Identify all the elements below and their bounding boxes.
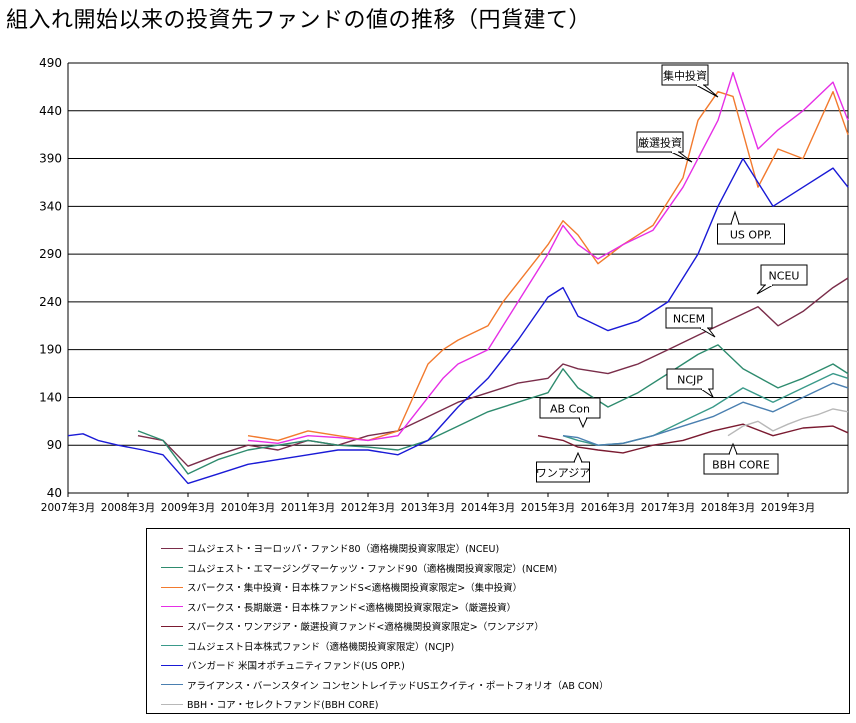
- legend-item: スパークス・ワンアジア・厳選投資ファンド<適格機関投資家限定>（ワンアジア）: [161, 617, 544, 635]
- legend-swatch: [161, 625, 183, 627]
- legend-label: スパークス・長期厳選・日本株ファンド<適格機関投資家限定>（厳選投資）: [187, 602, 517, 614]
- legend-item: スパークス・長期厳選・日本株ファンド<適格機関投資家限定>（厳選投資）: [161, 598, 516, 616]
- legend: コムジェスト・ヨーロッパ・ファンド80（適格機関投資家限定）(NCEU) コムジェ…: [146, 528, 850, 714]
- callout-pointer: [699, 388, 715, 399]
- y-tick-label: 40: [47, 486, 62, 500]
- series-line-nceu: [137, 277, 849, 467]
- legend-label: BBH・コア・セレクトファンド(BBH CORE): [187, 700, 379, 711]
- callout-pointer: [756, 284, 775, 295]
- callout-box: [661, 64, 709, 86]
- x-tick-label: 2008年3月: [101, 501, 155, 514]
- x-tick-label: 2009年3月: [161, 501, 215, 514]
- legend-label: コムジェスト・ヨーロッパ・ファンド80（適格機関投資家限定）(NCEU): [187, 544, 500, 555]
- y-tick-label: 440: [39, 104, 62, 118]
- series-line-bbh: [727, 408, 849, 437]
- callout-text: 厳選投資: [638, 136, 682, 150]
- series-line-shuchu: [247, 90, 849, 442]
- legend-swatch: [161, 703, 183, 705]
- grid-lines: [68, 62, 848, 446]
- x-tick-label: 2014年3月: [461, 501, 515, 514]
- x-tick-label: 2018年3月: [701, 501, 755, 514]
- y-tick-label: 290: [39, 247, 62, 261]
- legend-swatch: [161, 606, 183, 607]
- callout-pointer: [578, 417, 588, 429]
- chart-title: 組入れ開始以来の投資先ファンドの値の推移（円貨建て）: [6, 8, 592, 33]
- x-tick-label: 2013年3月: [401, 501, 455, 514]
- legend-label: バンガード 米国オポチュニティファンド(US OPP.): [187, 661, 405, 672]
- x-tick-label: 2007年3月: [41, 501, 95, 514]
- x-tick-label: 2012年3月: [341, 501, 395, 514]
- callout-pointer: [730, 210, 740, 225]
- callout-box: [536, 461, 590, 483]
- legend-item: バンガード 米国オポチュニティファンド(US OPP.): [161, 656, 405, 674]
- callout-text: NCJP: [677, 374, 703, 387]
- y-tick-label: 340: [39, 199, 62, 213]
- x-tick-label: 2016年3月: [581, 501, 635, 514]
- callout-text: BBH CORE: [712, 459, 770, 472]
- callout-box: [665, 307, 713, 329]
- x-tick-label: 2015年3月: [521, 501, 575, 514]
- callout-1: 厳選投資: [636, 131, 693, 163]
- x-tick-label: 2011年3月: [281, 501, 335, 514]
- callout-5: NCJP: [666, 368, 715, 399]
- x-tick-label: 2019年3月: [761, 501, 815, 514]
- series-line-gensen: [247, 71, 849, 444]
- callout-box: [666, 368, 714, 390]
- callout-6: AB Con: [539, 397, 601, 429]
- callout-8: BBH CORE: [703, 442, 779, 475]
- series-line-abcon: [562, 382, 849, 446]
- callout-box: [760, 264, 808, 286]
- y-tick-label: 190: [39, 343, 62, 357]
- x-tick-label: 2017年3月: [641, 501, 695, 514]
- series-line-oneasia: [537, 423, 849, 454]
- series-lines: [67, 71, 849, 485]
- legend-swatch: [161, 547, 183, 549]
- callout-text: NCEU: [769, 270, 800, 283]
- y-tick-label: 90: [47, 438, 62, 452]
- callout-text: US OPP.: [730, 229, 772, 242]
- x-tick-label: 2010年3月: [221, 501, 275, 514]
- legend-item: コムジェスト日本株式ファンド（適格機関投資家限定）(NCJP): [161, 637, 454, 655]
- legend-swatch: [161, 664, 183, 666]
- y-tick-label: 390: [39, 152, 62, 166]
- legend-swatch: [161, 567, 183, 568]
- legend-item: BBH・コア・セレクトファンド(BBH CORE): [161, 695, 379, 713]
- callout-0: 集中投資: [661, 64, 719, 98]
- legend-item: アライアンス・バーンスタイン コンセントレイテッドUSエクイティ・ポートフォリオ…: [161, 676, 609, 694]
- callout-box: [703, 453, 779, 475]
- legend-label: アライアンス・バーンスタイン コンセントレイテッドUSエクイティ・ポートフォリオ…: [187, 680, 609, 692]
- legend-item: コムジェスト・ヨーロッパ・ファンド80（適格機関投資家限定）(NCEU): [161, 539, 499, 557]
- legend-swatch: [161, 586, 183, 588]
- axes: [67, 63, 849, 497]
- legend-label: コムジェスト・エマージングマーケッツ・ファンド90（適格機関投資家限定）(NCE…: [187, 563, 558, 575]
- legend-swatch: [161, 684, 183, 685]
- callout-text: ワンアジア: [536, 467, 591, 480]
- callout-text: 集中投資: [663, 69, 707, 83]
- series-line-usopp: [67, 157, 849, 485]
- callout-text: NCEM: [673, 313, 705, 326]
- y-tick-label: 240: [39, 295, 62, 309]
- callout-box: [717, 223, 785, 245]
- callout-text: AB Con: [550, 403, 590, 416]
- callout-3: NCEU: [756, 264, 808, 295]
- callout-pointer: [573, 451, 583, 463]
- legend-label: コムジェスト日本株式ファンド（適格機関投資家限定）(NCJP): [187, 641, 455, 653]
- callout-2: US OPP.: [717, 210, 785, 245]
- tick-labels: 40 90 140 190 240 290 340 390 440 490 2007年3月 2008年…: [39, 56, 815, 514]
- legend-swatch: [161, 645, 183, 646]
- callout-box: [636, 131, 684, 153]
- legend-item: スパークス・集中投資・日本株ファンドS<適格機関投資家限定>（集中投資）: [161, 578, 522, 596]
- line-chart: 40 90 140 190 240 290 340 390 440 490 2007年3月 2008年…: [39, 56, 849, 514]
- y-tick-label: 490: [39, 56, 62, 70]
- callout-4: NCEM: [665, 307, 716, 338]
- legend-item: コムジェスト・エマージングマーケッツ・ファンド90（適格機関投資家限定）(NCE…: [161, 559, 557, 577]
- y-tick-label: 140: [39, 390, 62, 404]
- legend-label: スパークス・ワンアジア・厳選投資ファンド<適格機関投資家限定>（ワンアジア）: [187, 622, 544, 633]
- callout-box: [539, 397, 601, 419]
- series-line-ncem: [137, 344, 849, 475]
- callout-pointer: [695, 84, 719, 98]
- legend-label: スパークス・集中投資・日本株ファンドS<適格機関投資家限定>（集中投資）: [187, 583, 523, 594]
- callout-7: ワンアジア: [536, 451, 591, 483]
